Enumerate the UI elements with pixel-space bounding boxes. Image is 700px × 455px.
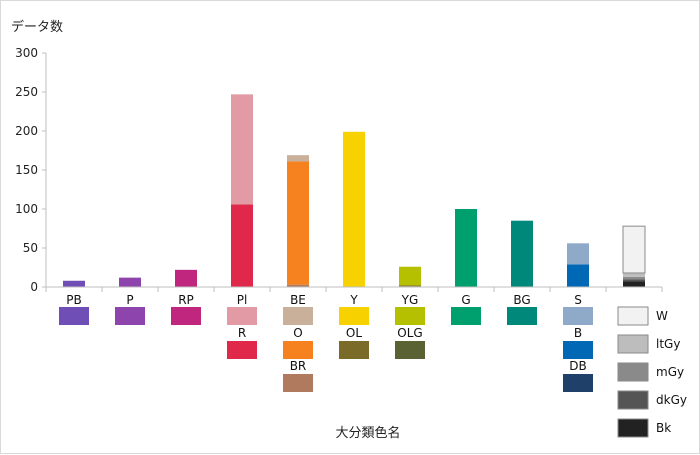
swatch-label: OL — [346, 326, 362, 340]
x-category-label: YG — [401, 293, 419, 307]
gray-swatch — [617, 334, 649, 354]
swatch-label: O — [293, 326, 302, 340]
x-category-label: G — [461, 293, 470, 307]
y-tick-label: 50 — [23, 241, 38, 255]
bar-segment-br — [287, 284, 309, 287]
bar-segment-be — [287, 155, 309, 162]
gray-swatch-label: ltGy — [656, 337, 680, 351]
color-swatch — [395, 307, 425, 325]
y-tick-label: 200 — [15, 124, 38, 138]
x-category-label: Pl — [237, 293, 248, 307]
bar-segment-ltgy — [623, 272, 645, 277]
color-swatch — [171, 307, 201, 325]
swatch-label: BR — [290, 359, 307, 373]
y-axis: 0 50 100 150 200 250 300 — [15, 46, 47, 294]
y-tick-label: 300 — [15, 46, 38, 60]
bar-segment-yg — [399, 266, 421, 286]
color-swatch — [507, 307, 537, 325]
gray-swatch-label: Bk — [656, 421, 671, 435]
x-category-label: RP — [178, 293, 194, 307]
color-swatch — [59, 307, 89, 325]
bar-segment-r — [231, 204, 253, 287]
color-swatch-legend: R O OL OLG B BR DB — [59, 307, 593, 392]
x-axis-categories: PB P RP Pl BE Y YG G BG S — [45, 286, 663, 307]
bar-segment-p — [119, 277, 141, 287]
color-swatch — [283, 341, 313, 359]
bar-segment-y — [343, 131, 365, 287]
x-category-label: BE — [290, 293, 306, 307]
bar-segment-pb — [63, 280, 85, 287]
color-swatch — [451, 307, 481, 325]
color-swatch — [395, 341, 425, 359]
gray-swatch-label: W — [656, 309, 668, 323]
gray-swatch — [617, 306, 649, 326]
color-swatch — [283, 374, 313, 392]
bar-segment-ol — [399, 285, 421, 287]
y-axis-title: データ数 — [11, 19, 63, 35]
bar-segment-s — [567, 243, 589, 265]
color-swatch — [115, 307, 145, 325]
y-tick-label: 250 — [15, 85, 38, 99]
bar-segment-bk — [623, 281, 645, 287]
gray-swatch-label: dkGy — [656, 393, 687, 407]
x-category-label: S — [574, 293, 582, 307]
x-axis-title: 大分類色名 — [335, 425, 400, 441]
color-swatch — [339, 341, 369, 359]
swatch-label: OLG — [397, 326, 422, 340]
bar-segment-rp — [175, 269, 197, 287]
x-category-label: P — [126, 293, 133, 307]
bar-segment-dkgy — [623, 279, 645, 282]
y-tick-label: 150 — [15, 163, 38, 177]
bar-segment-o — [287, 161, 309, 285]
bar-segment-pl — [231, 94, 253, 205]
x-category-label: Y — [349, 293, 358, 307]
bars — [63, 94, 646, 287]
swatch-label: DB — [569, 359, 586, 373]
gray-swatch — [617, 390, 649, 410]
gray-swatch — [617, 362, 649, 382]
x-category-label: BG — [513, 293, 530, 307]
bar-segment-b — [567, 264, 589, 287]
y-tick-label: 0 — [30, 280, 38, 294]
color-swatch — [339, 307, 369, 325]
color-swatch — [283, 307, 313, 325]
swatch-label: B — [574, 326, 582, 340]
color-swatch — [563, 341, 593, 359]
color-swatch — [227, 341, 257, 359]
color-swatch — [563, 374, 593, 392]
swatch-label: R — [238, 326, 246, 340]
bar-segment-mgy — [623, 276, 645, 280]
y-tick-label: 100 — [15, 202, 38, 216]
bar-segment-w — [622, 225, 646, 274]
x-category-label: PB — [66, 293, 81, 307]
gray-swatch-label: mGy — [656, 365, 684, 379]
color-swatch — [227, 307, 257, 325]
bar-segment-bg — [511, 220, 533, 287]
gray-swatch — [617, 418, 649, 438]
bar-segment-g — [455, 209, 477, 287]
color-swatch — [563, 307, 593, 325]
